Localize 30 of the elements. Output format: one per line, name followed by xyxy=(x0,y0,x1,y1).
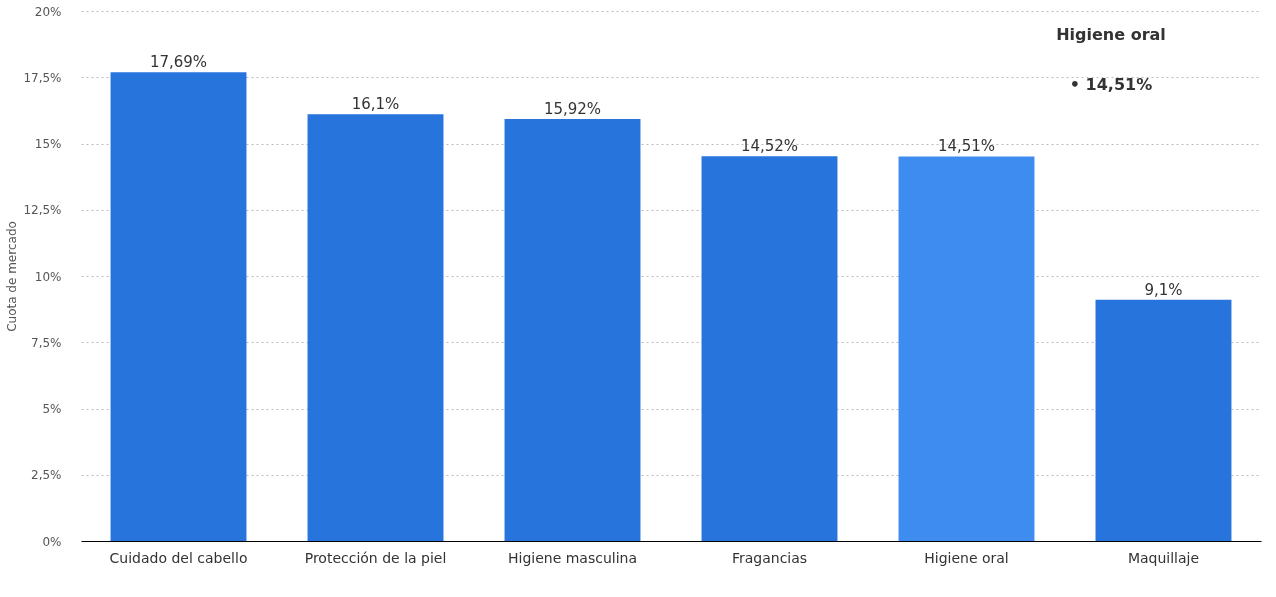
data-label: 15,92% xyxy=(543,100,602,119)
y-tick-label: 12,5% xyxy=(23,203,62,218)
y-tick-label: 15% xyxy=(34,137,62,151)
y-tick-label: 10% xyxy=(34,269,62,284)
annotation: • 14,51% xyxy=(1069,75,1153,94)
y-tick-label: 7,5% xyxy=(31,335,62,350)
x-tick-label: Protección de la piel xyxy=(304,549,447,566)
y-tick-label: 2,5% xyxy=(31,468,62,483)
bar xyxy=(898,156,1035,541)
bar xyxy=(307,114,444,541)
y-tick-label: 5% xyxy=(42,402,62,416)
data-label: 14,52% xyxy=(740,137,799,156)
data-label: 9,1% xyxy=(1144,280,1183,299)
x-tick-label: Higiene oral xyxy=(924,549,1009,566)
data-label: 17,69% xyxy=(149,53,208,72)
annotation: Higiene oral xyxy=(1056,25,1166,44)
data-label: 14,51% xyxy=(937,137,996,156)
y-tick-label: 0% xyxy=(42,534,62,549)
data-label: 16,1% xyxy=(351,95,400,114)
x-tick-label: Cuidado del cabello xyxy=(109,549,248,566)
y-axis-title: Cuota de mercado xyxy=(5,221,20,332)
y-tick-label: 20% xyxy=(34,4,62,19)
x-tick-label: Maquillaje xyxy=(1127,549,1200,566)
x-tick-label: Fragancias xyxy=(731,549,808,566)
bar xyxy=(701,156,838,541)
x-tick-label: Higiene masculina xyxy=(507,549,638,566)
bar xyxy=(504,119,641,541)
bar xyxy=(1095,299,1232,541)
bar xyxy=(110,72,247,541)
y-tick-label: 17,5% xyxy=(23,70,62,85)
